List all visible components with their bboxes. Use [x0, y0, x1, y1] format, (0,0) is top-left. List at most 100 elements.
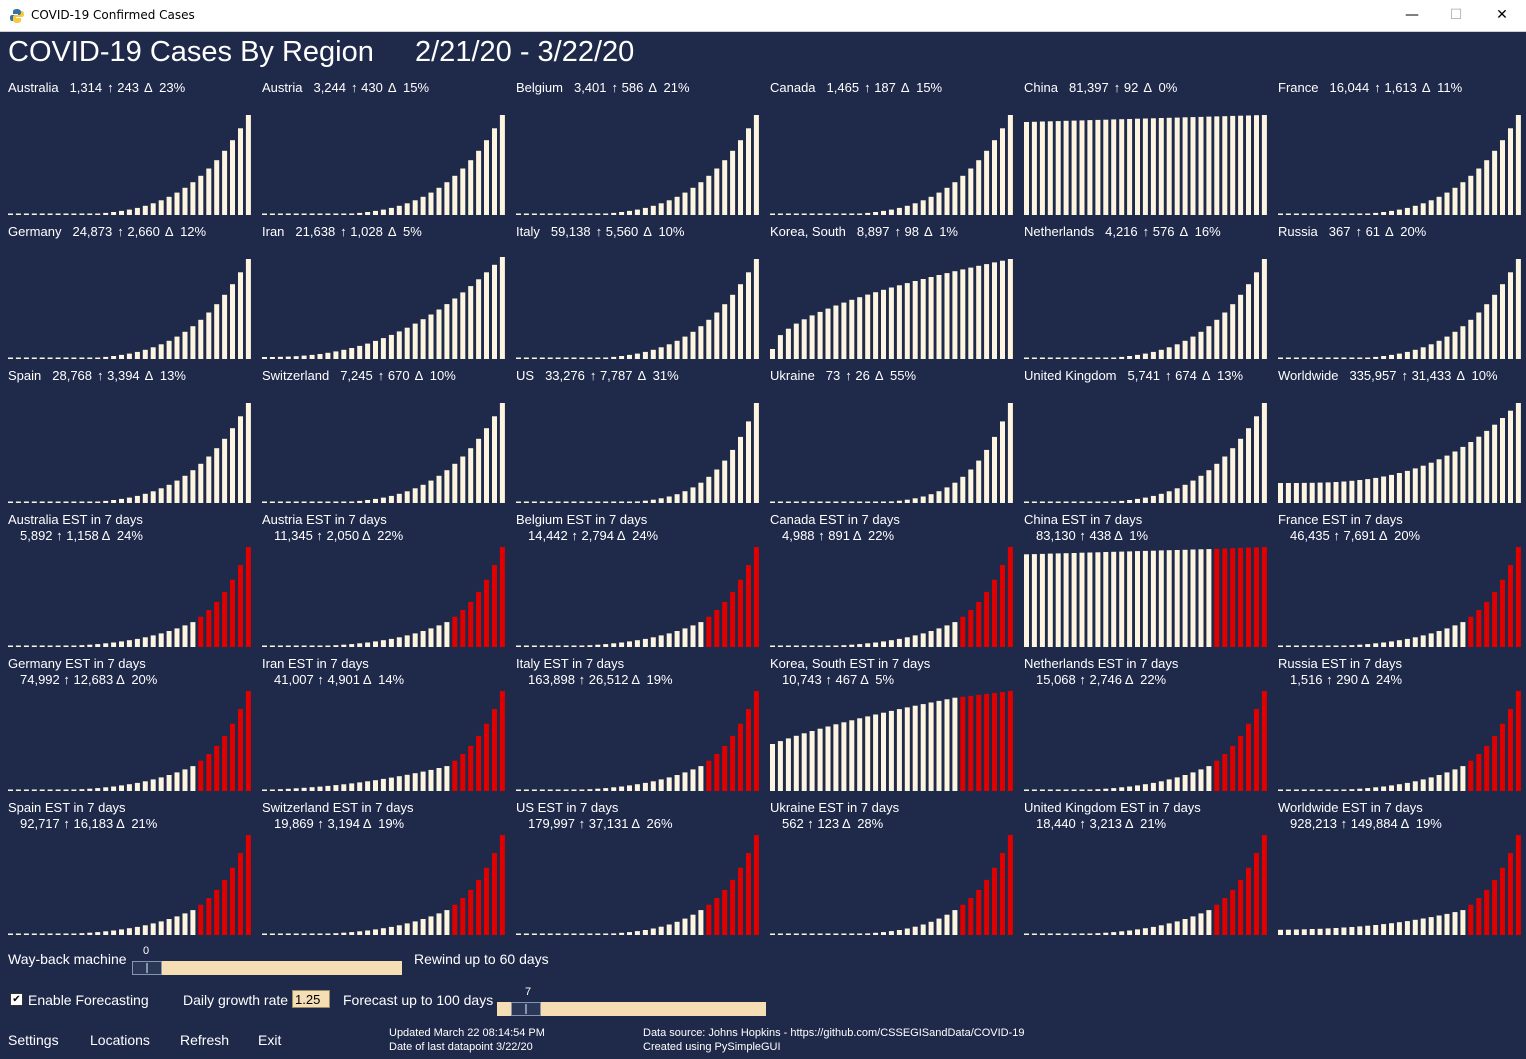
case-bar	[738, 436, 743, 503]
case-bar	[238, 128, 243, 215]
case-bar	[119, 498, 124, 503]
case-bar	[499, 403, 505, 503]
close-button[interactable]: ✕	[1496, 7, 1508, 23]
case-bar	[539, 933, 545, 935]
forecast-bar	[245, 691, 251, 791]
case-bar	[444, 622, 450, 647]
case-bar	[1341, 357, 1347, 359]
case-bar	[1111, 119, 1117, 215]
case-bar	[904, 499, 910, 503]
case-bar	[95, 932, 101, 935]
case-bar	[166, 340, 172, 359]
case-bar	[468, 286, 474, 359]
forecast-bar	[1508, 565, 1513, 647]
case-bar	[1285, 789, 1291, 791]
region-header: Korea, South 8,897 ↑ 98 Δ 1%	[770, 224, 969, 240]
forecast-bar	[1508, 853, 1513, 935]
case-bar	[245, 259, 251, 359]
forecast-stats: 92,717 ↑ 16,183 Δ 21%	[20, 816, 158, 831]
wayback-slider-handle[interactable]	[132, 961, 162, 975]
case-bar	[1515, 259, 1521, 359]
case-bar	[857, 933, 863, 935]
case-bar	[492, 128, 497, 215]
case-bar	[1436, 631, 1442, 647]
case-bar	[380, 640, 386, 647]
case-bar	[150, 923, 156, 935]
forecast-bar	[1230, 548, 1236, 647]
case-bar	[841, 213, 847, 215]
case-bar	[142, 205, 148, 215]
case-bar	[63, 645, 69, 647]
case-bar	[1198, 475, 1204, 503]
locations-button[interactable]: Locations	[90, 1032, 150, 1048]
settings-button[interactable]: Settings	[8, 1032, 59, 1048]
case-bar	[888, 209, 894, 215]
case-bar	[936, 491, 942, 503]
case-bar	[396, 925, 402, 935]
case-bar	[960, 175, 966, 215]
case-bar	[1476, 312, 1482, 359]
case-bar	[126, 784, 132, 791]
exit-button[interactable]: Exit	[258, 1032, 282, 1048]
forecast-days-slider-handle[interactable]	[511, 1002, 541, 1016]
case-bar	[444, 304, 450, 359]
forecast-stats: 163,898 ↑ 26,512 Δ 19%	[528, 672, 673, 687]
case-bar	[174, 628, 180, 647]
region-increase: ↑ 430	[351, 80, 383, 95]
region-panel: Canada 1,465 ↑ 187 Δ 15%	[770, 80, 1016, 224]
region-panel: Spain 28,768 ↑ 3,394 Δ 13%	[8, 368, 254, 512]
case-bar	[484, 140, 489, 215]
case-bar	[1127, 551, 1133, 647]
maximize-button[interactable]: ☐	[1449, 7, 1463, 23]
case-bar	[1420, 779, 1426, 791]
case-bar	[817, 728, 823, 791]
case-bar	[277, 645, 283, 647]
case-bar	[158, 777, 164, 791]
wayback-slider[interactable]	[132, 961, 402, 975]
case-bar	[603, 933, 609, 935]
case-bar	[103, 500, 109, 503]
case-bar	[452, 298, 458, 359]
case-bar	[111, 642, 117, 647]
case-bar	[1071, 120, 1077, 215]
data-source[interactable]: Data source: Johns Hopkins - https://git…	[643, 1027, 1025, 1039]
case-bar	[801, 933, 807, 935]
forecast-days-slider[interactable]	[497, 1002, 766, 1016]
growth-rate-input[interactable]	[292, 990, 330, 1008]
case-bar	[412, 773, 418, 791]
case-bar	[1166, 550, 1172, 647]
minimize-button[interactable]: —	[1405, 7, 1419, 23]
case-bar	[1190, 772, 1196, 791]
case-bar	[230, 140, 235, 215]
case-bar	[1182, 117, 1188, 215]
case-bar	[857, 297, 863, 359]
forecast-title: Korea, South EST in 7 days	[770, 656, 931, 671]
case-bar	[1293, 929, 1299, 935]
case-bar	[1135, 929, 1140, 935]
case-bar	[269, 213, 275, 215]
case-bar	[603, 788, 609, 791]
case-bar	[849, 213, 855, 215]
refresh-button[interactable]: Refresh	[180, 1032, 230, 1048]
case-bar	[79, 357, 85, 359]
region-delta: Δ 21%	[648, 80, 690, 95]
enable-forecasting-label[interactable]: Enable Forecasting	[28, 992, 149, 1008]
case-bar	[47, 357, 53, 359]
case-bar	[666, 344, 672, 359]
case-bar	[1460, 446, 1466, 503]
case-bar	[1166, 923, 1172, 935]
case-bar	[1412, 468, 1418, 503]
case-bar	[944, 699, 950, 791]
case-bar	[1039, 501, 1045, 503]
case-bar	[1508, 410, 1513, 503]
case-bar	[817, 213, 823, 215]
case-bar	[269, 789, 275, 791]
case-bar	[976, 160, 982, 215]
case-bar	[904, 283, 910, 359]
case-bar	[1087, 789, 1093, 791]
region-cases: 59,138	[550, 224, 591, 239]
case-bar	[912, 635, 918, 647]
case-bar	[174, 336, 180, 359]
enable-forecasting-checkbox[interactable]: ✔	[10, 993, 23, 1006]
case-bar	[1166, 779, 1172, 791]
